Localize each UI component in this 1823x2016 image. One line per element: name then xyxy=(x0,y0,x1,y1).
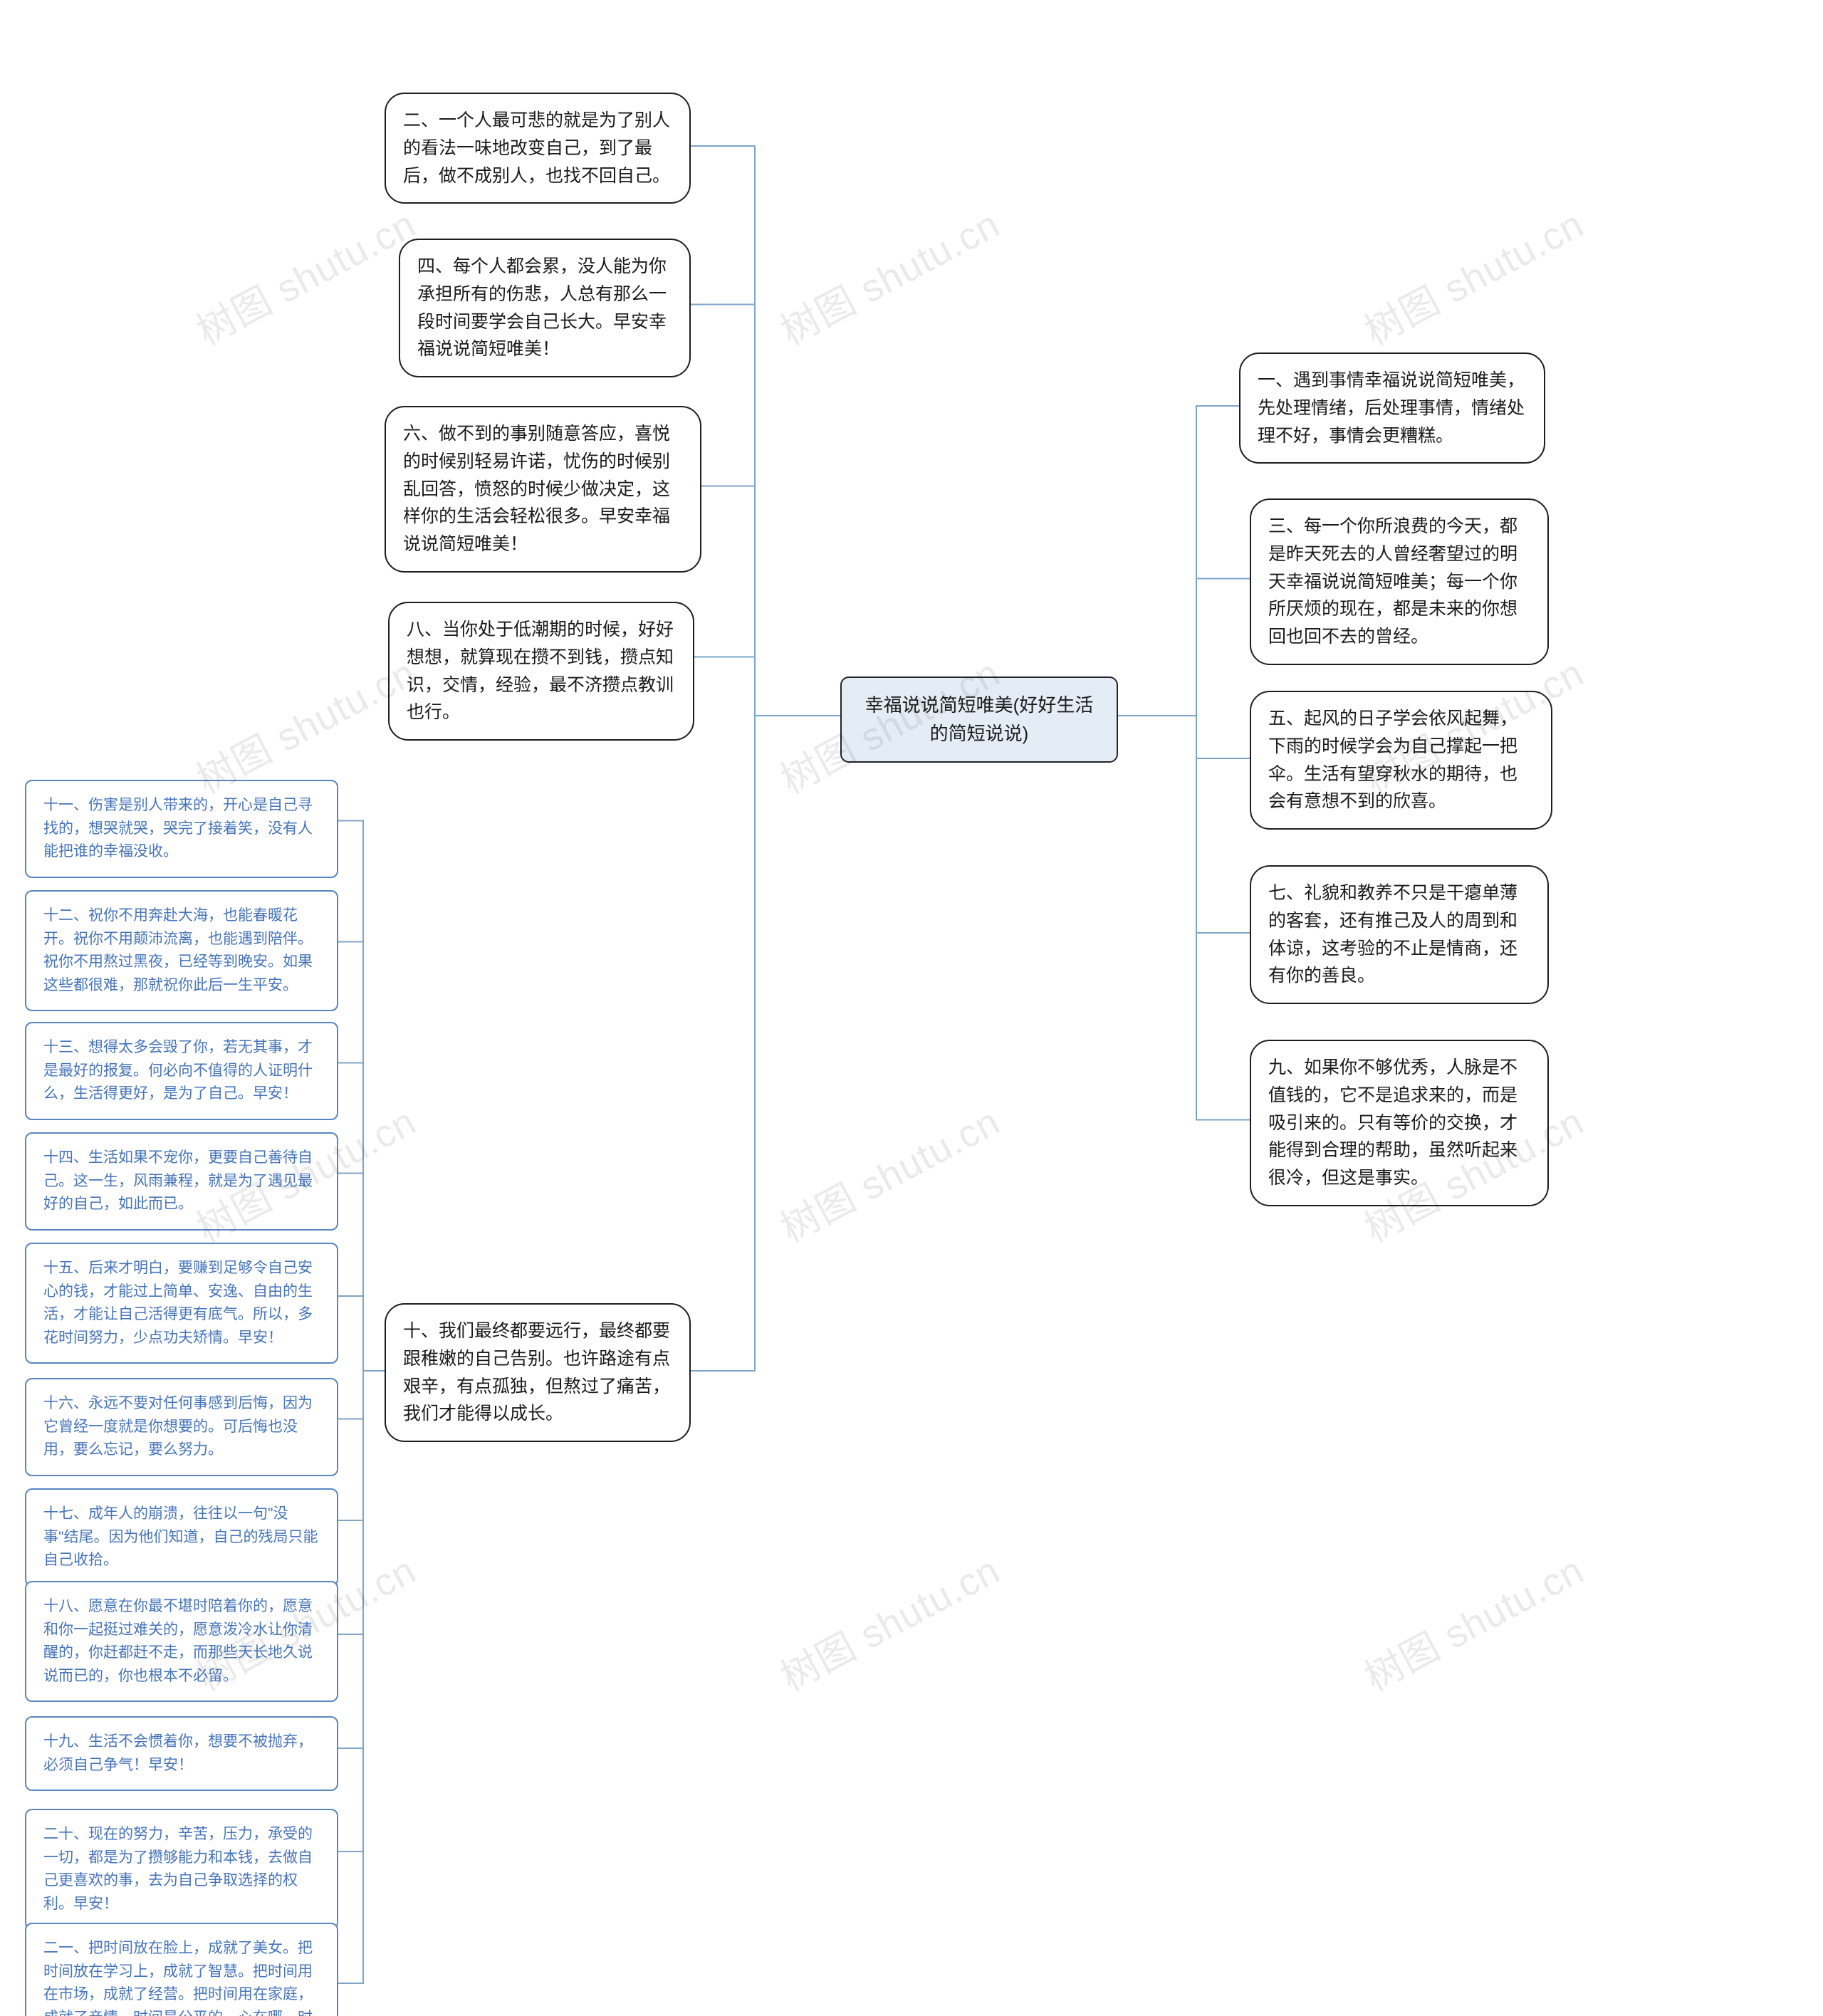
node-18: 十八、愿意在你最不堪时陪着你的，愿意和你一起挺过难关的，愿意泼冷水让你清醒的，你… xyxy=(25,1581,338,1702)
root-node: 幸福说说简短唯美(好好生活的简短说说) xyxy=(840,677,1118,763)
node-17: 十七、成年人的崩溃，往往以一句"没事"结尾。因为他们知道，自己的残局只能自己收拾… xyxy=(25,1488,338,1587)
mindmap-canvas: 幸福说说简短唯美(好好生活的简短说说) 二、一个人最可悲的就是为了别人的看法一味… xyxy=(0,0,1823,2016)
connector xyxy=(701,486,840,716)
connector xyxy=(691,146,840,716)
node-14: 十四、生活如果不宠你，更要自己善待自己。这一生，风雨兼程，就是为了遇见最好的自己… xyxy=(25,1132,338,1231)
node-9: 九、如果你不够优秀，人脉是不值钱的，它不是追求来的，而是吸引来的。只有等价的交换… xyxy=(1250,1040,1549,1206)
connector xyxy=(694,657,840,716)
connector xyxy=(338,1371,385,1520)
connector xyxy=(338,1371,385,1852)
connector xyxy=(338,821,385,1372)
watermark: 树图 shutu.cn xyxy=(769,1090,1008,1253)
watermark: 树图 shutu.cn xyxy=(1353,1539,1592,1702)
node-5: 五、起风的日子学会依风起舞，下雨的时候学会为自己撑起一把伞。生活有望穿秋水的期待… xyxy=(1250,691,1552,830)
connector xyxy=(338,1296,385,1371)
watermark: 树图 shutu.cn xyxy=(185,193,424,356)
connector xyxy=(338,1371,385,1983)
node-2: 二、一个人最可悲的就是为了别人的看法一味地改变自己，到了最后，做不成别人，也找不… xyxy=(385,93,691,204)
connector xyxy=(338,1371,385,1419)
node-20: 二十、现在的努力，辛苦，压力，承受的一切，都是为了攒够能力和本钱，去做自己更喜欢… xyxy=(25,1809,338,1930)
connector xyxy=(338,1063,385,1372)
node-12: 十二、祝你不用奔赴大海，也能春暖花开。祝你不用颠沛流离，也能遇到陪伴。祝你不用熬… xyxy=(25,890,338,1011)
node-11: 十一、伤害是别人带来的，开心是自己寻找的，想哭就哭，哭完了接着笑，没有人能把谁的… xyxy=(25,780,338,878)
connector xyxy=(1118,716,1250,933)
node-10: 十、我们最终都要远行，最终都要跟稚嫩的自己告别。也许路途有点艰辛，有点孤独，但熬… xyxy=(385,1303,691,1442)
node-6: 六、做不到的事别随意答应，喜悦的时候别轻易许诺，忧伤的时候别乱回答，愤怒的时候少… xyxy=(385,406,701,573)
node-1: 一、遇到事情幸福说说简短唯美，先处理情绪，后处理事情，情绪处理不好，事情会更糟糕… xyxy=(1239,352,1545,464)
connector xyxy=(691,716,840,1371)
connector xyxy=(1118,579,1250,716)
connector xyxy=(1118,716,1250,758)
node-19: 十九、生活不会惯着你，想要不被抛弃，必须自己争气！早安！ xyxy=(25,1716,338,1791)
connector xyxy=(338,1371,385,1748)
watermark: 树图 shutu.cn xyxy=(769,193,1008,356)
connector xyxy=(338,1174,385,1372)
connector xyxy=(691,305,840,716)
node-3: 三、每一个你所浪费的今天，都是昨天死去的人曾经奢望过的明天幸福说说简短唯美；每一… xyxy=(1250,498,1549,665)
node-8: 八、当你处于低潮期的时候，好好想想，就算现在攒不到钱，攒点知识，交情，经验，最不… xyxy=(388,602,694,741)
node-4: 四、每个人都会累，没人能为你承担所有的伤悲，人总有那么一段时间要学会自己长大。早… xyxy=(399,239,691,377)
connector xyxy=(338,1371,385,1634)
node-21: 二一、把时间放在脸上，成就了美女。把时间放在学习上，成就了智慧。把时间用在市场，… xyxy=(25,1923,338,2016)
connector xyxy=(1118,716,1250,1120)
node-7: 七、礼貌和教养不只是干瘪单薄的客套，还有推己及人的周到和体谅，这考验的不止是情商… xyxy=(1250,865,1549,1004)
connector xyxy=(338,942,385,1372)
node-13: 十三、想得太多会毁了你，若无其事，才是最好的报复。何必向不值得的人证明什么，生活… xyxy=(25,1022,338,1120)
node-15: 十五、后来才明白，要赚到足够令自己安心的钱，才能过上简单、安逸、自由的生活，才能… xyxy=(25,1243,338,1364)
watermark: 树图 shutu.cn xyxy=(769,1539,1008,1702)
node-16: 十六、永远不要对任何事感到后悔，因为它曾经一度就是你想要的。可后悔也没用，要么忘… xyxy=(25,1378,338,1476)
watermark: 树图 shutu.cn xyxy=(1353,193,1592,356)
connector xyxy=(1118,406,1239,716)
